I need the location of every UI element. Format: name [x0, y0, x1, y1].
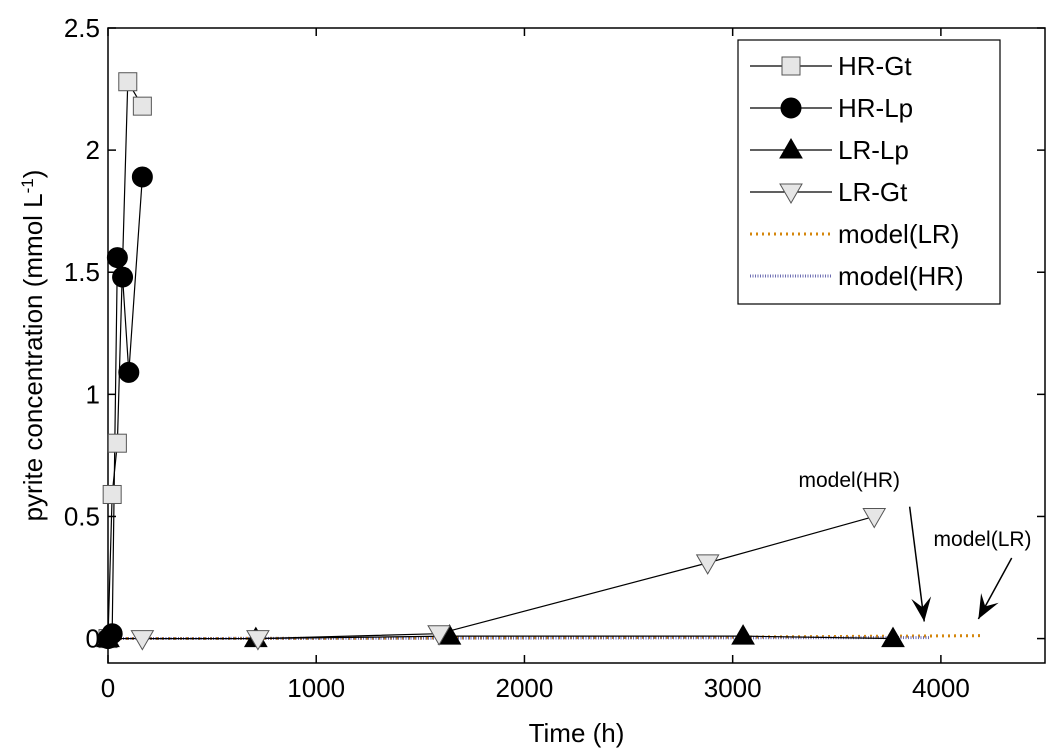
point-lr-gt — [130, 630, 155, 651]
point-hr-lp — [118, 361, 140, 383]
y-tick-label: 1 — [86, 379, 100, 409]
point-hr-lp — [112, 266, 134, 288]
point-lr-gt — [862, 507, 887, 529]
point-lr-lp — [881, 626, 905, 648]
point-hr-gt — [118, 72, 138, 92]
x-tick-label: 0 — [101, 673, 115, 703]
point-lr-lp — [731, 624, 755, 645]
x-axis-label: Time (h) — [529, 718, 625, 748]
plot-frame — [107, 27, 1046, 664]
point-lr-gt — [246, 630, 270, 651]
y-tick-label: 1.5 — [64, 257, 100, 287]
series-markers — [96, 72, 905, 651]
legend-marker-hr-gt — [781, 56, 801, 76]
series-line-lr-gt — [142, 515, 875, 640]
legend-marker-hr-lp — [780, 97, 802, 119]
x-tick-label: 2000 — [496, 673, 554, 703]
y-tick-label: 0 — [86, 624, 100, 654]
y-axis-label: pyrite concentration (mmol L-1) — [18, 170, 49, 522]
legend-marker-lr-lp — [779, 138, 803, 159]
series-line-hr-lp — [107, 176, 143, 639]
y-tick-label: 0.5 — [64, 501, 100, 531]
plot-border — [107, 27, 1046, 664]
legend-label-model-lr: model(LR) — [838, 219, 959, 249]
legend-label-hr-gt: HR-Gt — [838, 51, 912, 81]
point-lr-gt — [695, 554, 720, 575]
annotation-label: model(HR) — [799, 469, 901, 492]
annotation-label: model(LR) — [934, 528, 1032, 551]
legend-label-model-hr: model(HR) — [838, 261, 964, 291]
legend-label-lr-lp: LR-Lp — [838, 135, 909, 165]
x-tick-label: 4000 — [912, 673, 970, 703]
annotation-arrow-line — [908, 506, 925, 622]
y-tick-label: 2 — [86, 135, 100, 165]
point-hr-gt — [132, 96, 152, 116]
annotation-arrow-head — [978, 593, 999, 620]
annotation-arrow-head — [911, 596, 932, 622]
point-lr-lp — [96, 626, 120, 648]
legend: HR-Gt HR-Lp LR-Lp LR-Gt model(LR) model(HR) — [737, 39, 1001, 305]
point-hr-gt — [107, 433, 127, 453]
annotations: model(HR) model(LR) — [799, 469, 1032, 622]
legend-label-lr-gt: LR-Gt — [838, 177, 908, 207]
legend-marker-lr-gt — [779, 183, 803, 204]
axis-ticks: 0 1000 2000 3000 4000 0 0.5 1 1.5 2 2.5 — [64, 13, 1045, 703]
legend-box — [737, 39, 1001, 305]
x-tick-label: 3000 — [704, 673, 762, 703]
point-hr-lp — [106, 247, 128, 269]
point-hr-lp — [131, 166, 153, 188]
point-lr-gt — [427, 625, 451, 646]
series-line-model-hr — [107, 636, 931, 641]
y-tick-label: 2.5 — [64, 13, 100, 43]
x-tick-label: 1000 — [287, 673, 345, 703]
point-hr-gt — [102, 484, 122, 504]
legend-label-hr-lp: HR-Lp — [838, 93, 913, 123]
